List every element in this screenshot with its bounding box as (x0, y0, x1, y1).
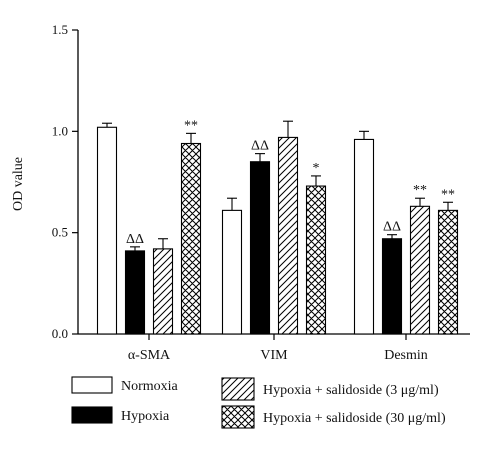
legend-label: Hypoxia (121, 409, 170, 424)
bar (437, 209, 459, 335)
bar (381, 238, 403, 335)
legend-swatch (221, 377, 255, 401)
legend: Normoxia Hypoxia Hypoxia + salidoside (3 μ… (71, 376, 446, 429)
bar (124, 250, 146, 335)
bars-group: ΔΔ ** ΔΔ * ΔΔ ** ** (96, 118, 459, 335)
y-tick-label: 1.5 (52, 22, 68, 37)
significance-marker: ΔΔ (383, 220, 401, 235)
category-label: VIM (260, 348, 288, 363)
legend-swatch (221, 405, 255, 429)
bar (180, 142, 202, 335)
bar (96, 126, 118, 335)
bar (277, 136, 299, 335)
bar (409, 205, 431, 335)
legend-swatch (71, 406, 113, 424)
bar (249, 161, 271, 335)
significance-marker: * (313, 161, 320, 176)
y-tick-label: 0.0 (52, 326, 68, 341)
y-tick-label: 0.5 (52, 225, 68, 240)
significance-marker: ** (184, 118, 198, 133)
legend-label: Hypoxia + salidoside (30 μg/ml) (263, 411, 446, 426)
bar (221, 209, 243, 335)
significance-marker: ** (413, 183, 427, 198)
legend-label: Hypoxia + salidoside (3 μg/ml) (263, 383, 439, 398)
significance-marker: ΔΔ (126, 232, 144, 247)
category-label: α-SMA (128, 348, 171, 363)
legend-swatch (71, 376, 113, 394)
category-label: Desmin (384, 348, 428, 363)
ticks-group: 0.0 0.5 1.0 1.5 α-SMA VIM Desmin (52, 22, 428, 363)
significance-marker: ** (441, 187, 455, 202)
legend-label: Normoxia (121, 379, 179, 394)
bar (353, 138, 375, 335)
y-axis-label: OD value (11, 157, 26, 211)
bar (152, 248, 174, 335)
bar (305, 185, 327, 335)
significance-marker: ΔΔ (251, 139, 269, 154)
y-tick-label: 1.0 (52, 123, 68, 138)
